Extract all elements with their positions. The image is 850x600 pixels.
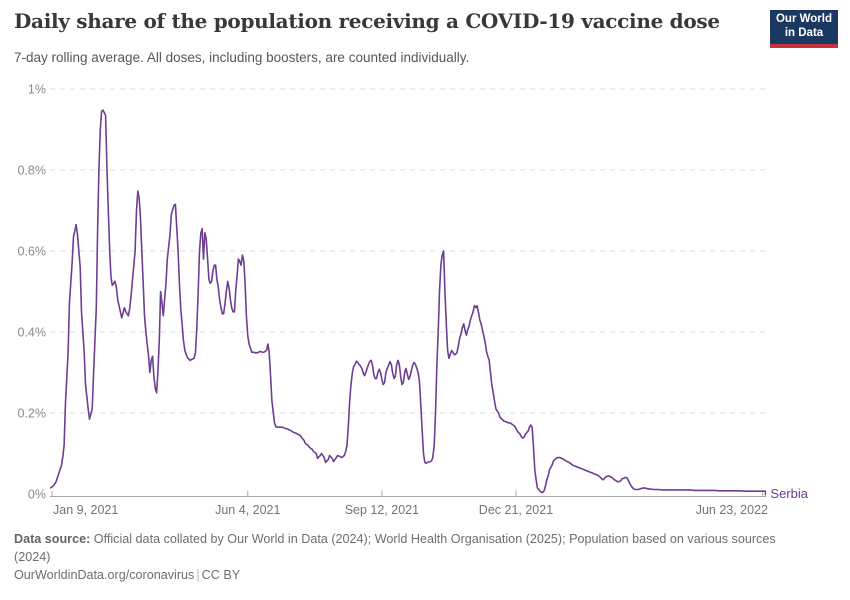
y-tick-label: 0.4% (18, 326, 47, 340)
page-title: Daily share of the population receiving … (14, 9, 720, 33)
chart-subtitle: 7-day rolling average. All doses, includ… (14, 50, 470, 65)
logo-line-1: Our World (775, 13, 832, 26)
x-tick-label: Jun 4, 2021 (215, 503, 280, 517)
footer-datasource: Data source: Official data collated by O… (14, 530, 809, 567)
x-tick-label: Sep 12, 2021 (345, 503, 419, 517)
x-tick-label: Jan 9, 2021 (53, 503, 118, 517)
footer-separator: | (196, 568, 200, 582)
y-tick-label: 0% (28, 488, 46, 502)
series-line-serbia (49, 109, 767, 494)
y-tick-label: 0.8% (18, 164, 47, 178)
datasource-label: Data source: (14, 532, 91, 546)
y-tick-label: 0.6% (18, 245, 47, 259)
footer-license[interactable]: CC BY (201, 568, 241, 582)
y-tick-label: 1% (28, 83, 46, 97)
logo-line-2: in Data (784, 27, 824, 39)
datasource-text: Official data collated by Our World in D… (14, 532, 776, 565)
y-tick-label: 0.2% (18, 407, 47, 421)
x-tick-label: Dec 21, 2021 (479, 503, 553, 517)
x-tick-label: Jun 23, 2022 (696, 503, 768, 517)
footer-credits: OurWorldinData.org/coronavirus | CC BY (14, 568, 240, 582)
footer-url[interactable]: OurWorldinData.org/coronavirus (14, 568, 195, 582)
owid-logo: Our World in Data (770, 10, 838, 48)
series-label-serbia: Serbia (770, 486, 808, 501)
